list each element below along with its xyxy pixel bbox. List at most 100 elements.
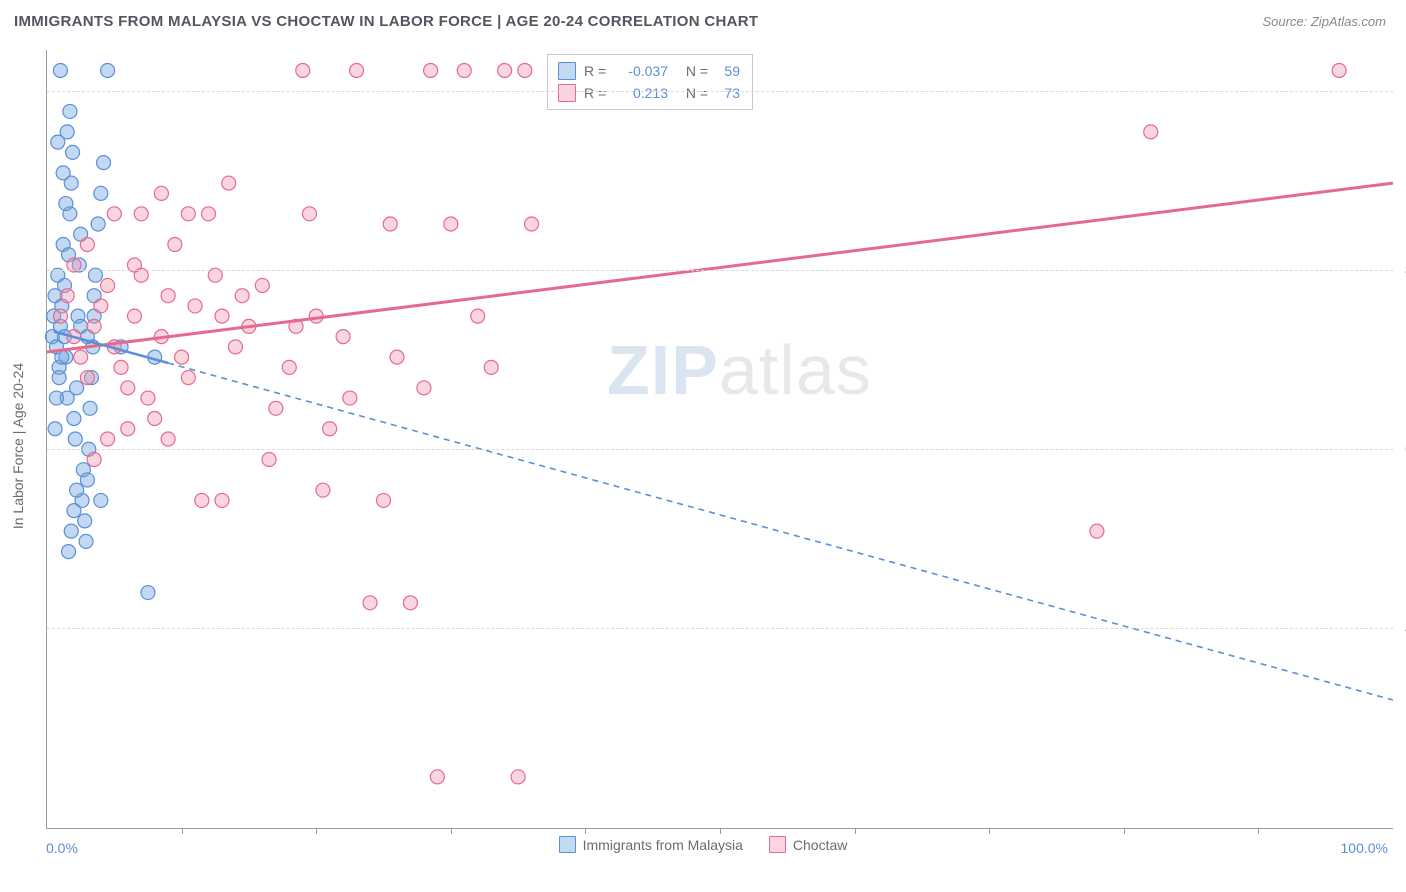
scatter-point-malaysia [80,473,94,487]
scatter-point-choctaw [195,493,209,507]
scatter-point-choctaw [121,381,135,395]
scatter-point-choctaw [343,391,357,405]
scatter-point-choctaw [255,278,269,292]
scatter-point-choctaw [390,350,404,364]
scatter-point-choctaw [101,278,115,292]
scatter-point-malaysia [49,391,63,405]
stats-r-label: R = [584,60,614,82]
scatter-point-choctaw [175,350,189,364]
scatter-point-choctaw [121,422,135,436]
scatter-point-choctaw [525,217,539,231]
scatter-point-choctaw [80,371,94,385]
scatter-point-choctaw [181,371,195,385]
legend-item-malaysia: Immigrants from Malaysia [559,836,743,853]
chart-header: IMMIGRANTS FROM MALAYSIA VS CHOCTAW IN L… [0,0,1406,42]
scatter-point-choctaw [87,452,101,466]
y-tick-label: 82.5% [1397,262,1406,278]
x-tick [1258,828,1259,834]
scatter-point-choctaw [417,381,431,395]
x-tick [182,828,183,834]
scatter-point-malaysia [91,217,105,231]
x-tick [585,828,586,834]
scatter-point-malaysia [94,493,108,507]
scatter-point-choctaw [222,176,236,190]
gridline [47,628,1393,629]
stats-n-value-choctaw: 73 [716,82,740,104]
x-tick [1124,828,1125,834]
bottom-legend: Immigrants from Malaysia Choctaw [0,836,1406,853]
scatter-point-choctaw [215,309,229,323]
x-tick [316,828,317,834]
scatter-point-malaysia [62,545,76,559]
scatter-point-choctaw [94,299,108,313]
scatter-point-malaysia [141,586,155,600]
scatter-point-choctaw [228,340,242,354]
scatter-point-choctaw [498,63,512,77]
scatter-point-choctaw [457,63,471,77]
scatter-point-choctaw [363,596,377,610]
swatch-choctaw-icon [769,836,786,853]
scatter-point-choctaw [80,238,94,252]
stats-r-value-malaysia: -0.037 [622,60,668,82]
scatter-point-malaysia [70,483,84,497]
scatter-point-choctaw [302,207,316,221]
scatter-point-malaysia [97,156,111,170]
scatter-point-choctaw [168,238,182,252]
scatter-point-choctaw [1144,125,1158,139]
scatter-point-choctaw [377,493,391,507]
scatter-point-choctaw [148,412,162,426]
scatter-point-choctaw [383,217,397,231]
swatch-malaysia-icon [558,62,576,80]
scatter-point-malaysia [67,412,81,426]
scatter-point-choctaw [282,360,296,374]
scatter-point-choctaw [444,217,458,231]
source-prefix: Source: [1262,14,1310,29]
scatter-point-choctaw [114,360,128,374]
plot-area: ZIPatlas R = -0.037 N = 59 R = 0.213 N =… [46,50,1393,829]
gridline [47,270,1393,271]
stats-n-value-malaysia: 59 [716,60,740,82]
scatter-point-choctaw [316,483,330,497]
scatter-point-malaysia [68,432,82,446]
scatter-point-malaysia [101,63,115,77]
scatter-point-malaysia [48,422,62,436]
scatter-point-malaysia [79,534,93,548]
scatter-point-malaysia [60,125,74,139]
scatter-point-choctaw [430,770,444,784]
scatter-point-malaysia [78,514,92,528]
scatter-point-choctaw [424,63,438,77]
y-tick-label: 47.5% [1397,620,1406,636]
stats-r-value-choctaw: 0.213 [622,82,668,104]
legend-label-malaysia: Immigrants from Malaysia [583,837,743,853]
scatter-point-malaysia [66,145,80,159]
scatter-point-choctaw [1090,524,1104,538]
x-tick [855,828,856,834]
chart-title: IMMIGRANTS FROM MALAYSIA VS CHOCTAW IN L… [14,13,758,30]
scatter-point-malaysia [64,524,78,538]
gridline [47,91,1393,92]
scatter-point-malaysia [70,381,84,395]
scatter-point-malaysia [59,197,73,211]
source-name: ZipAtlas.com [1311,14,1386,29]
swatch-malaysia-icon [559,836,576,853]
scatter-point-choctaw [53,309,67,323]
scatter-point-choctaw [511,770,525,784]
scatter-point-choctaw [161,432,175,446]
scatter-point-choctaw [296,63,310,77]
swatch-choctaw-icon [558,84,576,102]
stats-legend-box: R = -0.037 N = 59 R = 0.213 N = 73 [547,54,753,110]
trendline-malaysia [168,363,1393,700]
scatter-point-malaysia [52,371,66,385]
stats-r-label: R = [584,82,614,104]
scatter-point-choctaw [161,289,175,303]
scatter-point-malaysia [67,504,81,518]
scatter-point-choctaw [262,452,276,466]
scatter-point-choctaw [215,493,229,507]
scatter-point-choctaw [188,299,202,313]
scatter-point-choctaw [154,186,168,200]
x-tick [451,828,452,834]
scatter-point-choctaw [181,207,195,221]
stats-n-label: N = [676,82,708,104]
scatter-point-malaysia [83,401,97,415]
scatter-point-choctaw [127,309,141,323]
